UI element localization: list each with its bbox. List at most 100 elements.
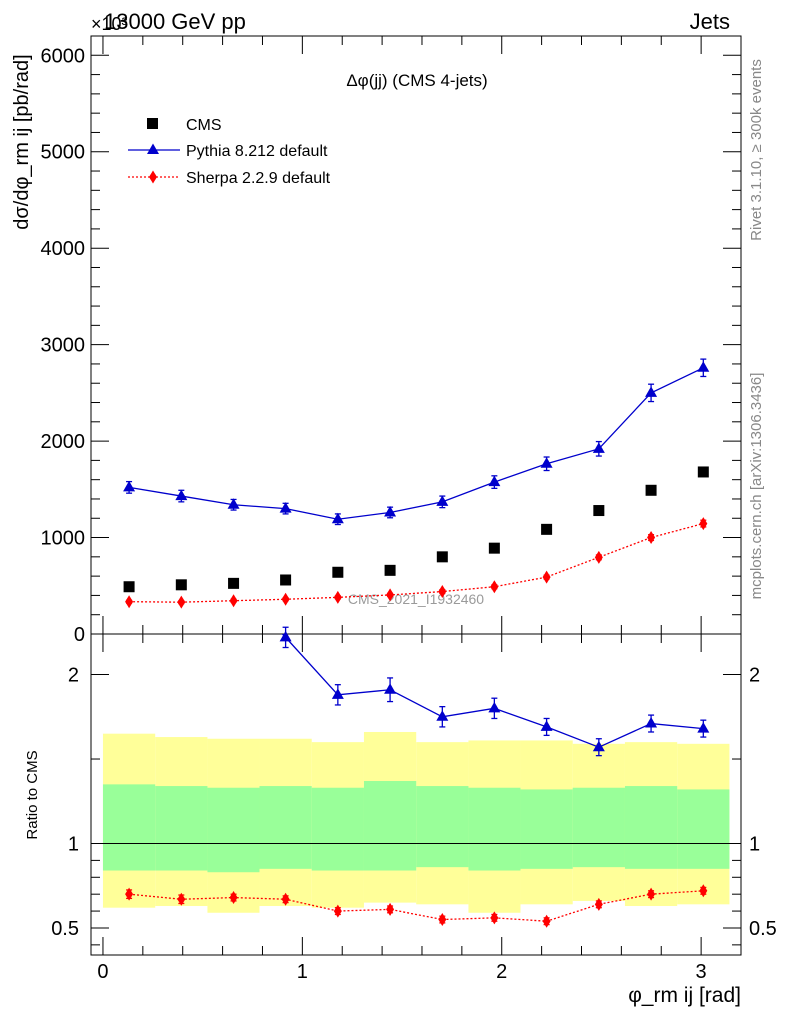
- cms-point-top: [697, 466, 709, 478]
- pythia-point-bottom: [436, 710, 449, 721]
- inner-band-bin: [520, 789, 573, 869]
- sherpa-point-bottom: [281, 892, 290, 906]
- chart-title: Δφ(jj) (CMS 4-jets): [346, 71, 487, 90]
- top-y-tick-label: 4000: [41, 238, 86, 260]
- axes: 0 1000 2000 3000 4000 5000 6000 0.5 0.5 1 1 2 2 0 1 2 3: [41, 35, 777, 983]
- inner-band-bin: [102, 784, 156, 871]
- sherpa-series-line-bottom: [129, 890, 704, 922]
- bottom-y-tick-label-right: 1: [749, 833, 760, 855]
- cms-point-top: [488, 542, 500, 554]
- cms-point-top: [593, 505, 605, 517]
- sherpa-series-line-top: [129, 522, 704, 603]
- inner-band-bin: [259, 786, 312, 869]
- cms-point-top: [228, 577, 240, 589]
- sherpa-point-top: [647, 531, 656, 545]
- cms-point-top: [175, 579, 187, 591]
- pythia-point-top: [331, 512, 344, 524]
- bottom-y-tick-label: 1: [68, 833, 79, 855]
- pythia-point-top: [279, 502, 292, 513]
- bottom-y-tick-label: 2: [68, 665, 79, 687]
- pythia-point-top: [592, 442, 605, 453]
- x-tick-label: 3: [696, 961, 707, 983]
- pythia-point-bottom: [331, 688, 344, 699]
- header-jets-label: Jets: [690, 9, 730, 34]
- rivet-version-label: Rivet 3.1.10, ≥ 300k events: [748, 59, 765, 241]
- inner-band-bin: [468, 787, 521, 871]
- cms-point-top: [332, 566, 344, 578]
- pythia-point-bottom: [645, 717, 658, 728]
- pythia-point-bottom: [488, 701, 501, 713]
- top-y-tick-label: 3000: [41, 335, 86, 357]
- sherpa-point-bottom: [177, 892, 186, 906]
- inner-band-bin: [207, 787, 260, 873]
- pythia-point-top: [175, 489, 188, 501]
- sherpa-point-top: [438, 585, 447, 599]
- sherpa-point-top: [594, 550, 603, 564]
- pythia-point-top: [384, 505, 397, 517]
- pythia-series-line-bottom: [281, 634, 704, 748]
- x-tick-label: 2: [496, 961, 507, 983]
- top-y-tick-label: 6000: [41, 45, 86, 67]
- inner-band-bin: [677, 789, 730, 869]
- sherpa-point-top: [490, 580, 499, 594]
- pythia-point-bottom: [697, 722, 710, 733]
- legend-cms-label: CMS: [186, 117, 222, 134]
- cms-point-top: [436, 551, 448, 563]
- x-tick-label: 0: [97, 961, 108, 983]
- sherpa-point-bottom: [125, 887, 134, 901]
- legend-pythia-label: Pythia 8.212 default: [186, 143, 328, 160]
- pythia-point-top: [436, 495, 449, 506]
- cms-point-top: [541, 523, 553, 535]
- x-tick-label: 1: [297, 961, 308, 983]
- cms-point-top: [123, 581, 135, 593]
- legend: CMS Pythia 8.212 default Sherpa 2.2.9 de…: [128, 117, 331, 187]
- inner-band-bin: [155, 786, 208, 871]
- sherpa-point-top: [281, 592, 290, 606]
- top-y-tick-label: 5000: [41, 142, 86, 164]
- x-axis-label: φ_rm ij [rad]: [628, 984, 741, 1007]
- analysis-watermark: CMS_2021_I1932460: [348, 591, 484, 607]
- sherpa-point-top: [333, 590, 342, 604]
- legend-cms-marker: [147, 118, 158, 129]
- legend-sherpa-marker: [149, 170, 157, 184]
- mcplots-reference-label: mcplots.cern.ch [arXiv:1306.3436]: [748, 373, 765, 600]
- sherpa-point-bottom: [386, 902, 395, 916]
- inner-band-bin: [416, 786, 469, 868]
- inner-band-bin: [624, 786, 678, 869]
- sherpa-point-bottom: [490, 911, 499, 925]
- cms-point-top: [645, 484, 657, 496]
- cms-point-top: [280, 574, 292, 586]
- sherpa-point-top: [229, 594, 238, 608]
- sherpa-point-bottom: [542, 914, 551, 928]
- pythia-series-line-top: [128, 367, 704, 520]
- sherpa-point-top: [177, 595, 186, 609]
- sherpa-point-bottom: [699, 884, 708, 898]
- pythia-point-top: [227, 498, 240, 509]
- y-axis-exponent: ×10³: [91, 14, 128, 34]
- top-y-axis-label: dσ/dφ_rm ij [pb/rad]: [11, 54, 33, 229]
- sherpa-point-top: [125, 595, 134, 609]
- sherpa-point-top: [542, 570, 551, 584]
- bottom-panel-frame: [90, 633, 742, 956]
- pythia-point-top: [123, 480, 136, 492]
- legend-sherpa-label: Sherpa 2.2.9 default: [186, 170, 331, 187]
- sherpa-point-top: [386, 588, 395, 602]
- pythia-point-top: [488, 475, 501, 487]
- inner-band-bin: [572, 787, 625, 868]
- top-y-tick-label: 2000: [41, 431, 86, 453]
- sherpa-point-bottom: [647, 887, 656, 901]
- pythia-point-top: [697, 361, 710, 372]
- top-y-tick-label: 1000: [41, 528, 86, 550]
- pythia-point-top: [540, 457, 553, 468]
- sherpa-point-top: [699, 517, 708, 531]
- pythia-point-top: [645, 386, 658, 397]
- bottom-y-axis-label: Ratio to CMS: [24, 750, 41, 839]
- inner-band-bin: [363, 780, 417, 871]
- pythia-point-bottom: [279, 630, 292, 642]
- legend-pythia-marker: [147, 143, 159, 154]
- sherpa-point-bottom: [594, 897, 603, 911]
- inner-band-bin: [311, 787, 364, 871]
- sherpa-point-bottom: [229, 891, 238, 905]
- sherpa-point-bottom: [333, 904, 342, 918]
